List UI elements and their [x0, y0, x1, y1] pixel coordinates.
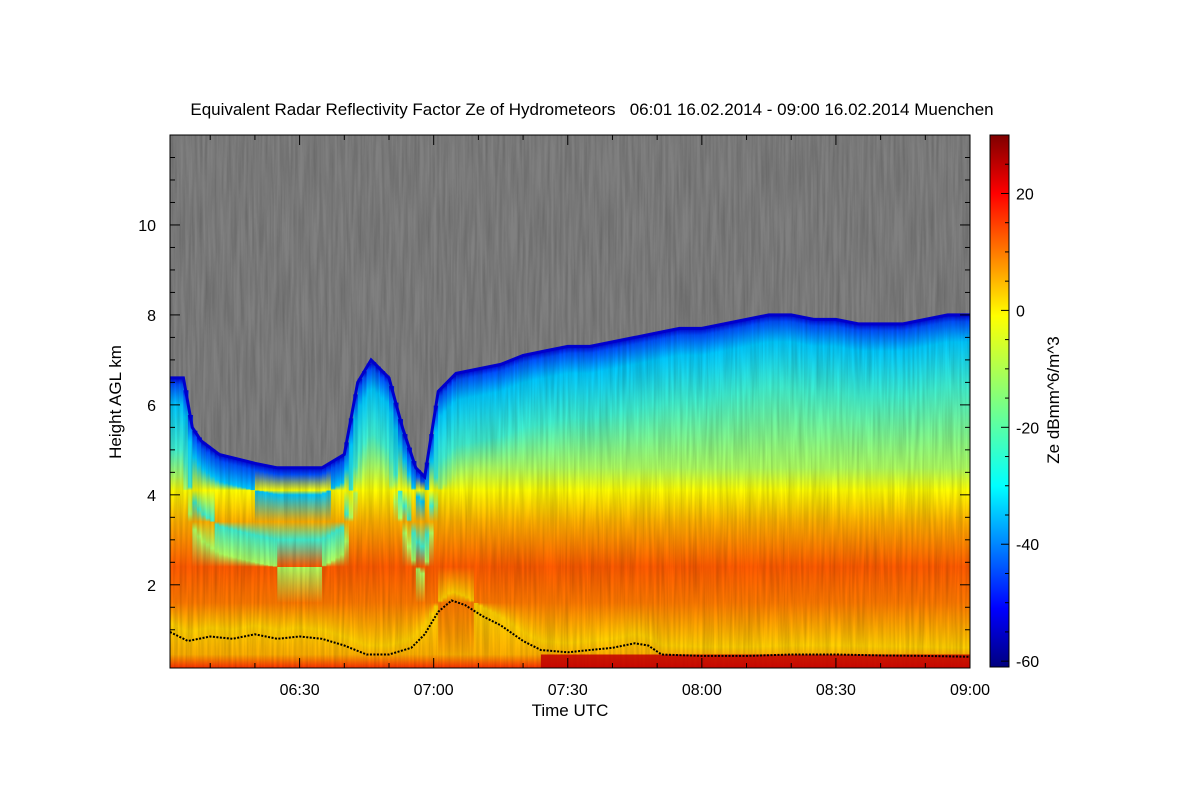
x-axis: 06:30 07:00 07:30 08:00 08:30 09:00: [209, 135, 990, 699]
colorbar: [989, 134, 1010, 668]
colorbar-tick-label: 0: [1016, 303, 1025, 320]
plot-area: [170, 135, 970, 668]
plot-frame: [169, 134, 971, 669]
y-tick-label: 6: [147, 398, 156, 415]
colorbar-tick-label: 20: [1016, 186, 1034, 203]
colorbar-label: Ze dBmm^6/m^3: [1044, 336, 1063, 463]
colorbar-fill: [989, 134, 1010, 668]
surface-strip: [540, 654, 970, 668]
y-axis-label: Height AGL km: [106, 345, 125, 459]
cloud-base-line: [170, 599, 970, 658]
x-axis-label: Time UTC: [532, 701, 609, 720]
x-tick-label: 08:00: [682, 682, 722, 699]
texture-overlay: [170, 135, 970, 668]
x-tick-label: 07:30: [548, 682, 588, 699]
y-axis: 2 4 6 8 10: [138, 156, 970, 631]
chart-title: Equivalent Radar Reflectivity Factor Ze …: [190, 100, 993, 119]
colorbar-tick-label: -40: [1016, 537, 1039, 554]
y-tick-label: 10: [138, 218, 156, 235]
y-tick-label: 2: [147, 578, 156, 595]
y-tick-label: 4: [147, 488, 156, 505]
cloud-top-edge: [170, 313, 970, 480]
y-tick-label: 8: [147, 308, 156, 325]
colorbar-tick-label: -60: [1016, 654, 1039, 671]
x-tick-label: 07:00: [414, 682, 454, 699]
colorbar-tick-label: -20: [1016, 420, 1039, 437]
x-tick-label: 08:30: [816, 682, 856, 699]
x-tick-label: 06:30: [280, 682, 320, 699]
x-tick-label: 09:00: [950, 682, 990, 699]
colorbar-ticks: 20 0 -20 -40 -60: [1001, 134, 1039, 671]
